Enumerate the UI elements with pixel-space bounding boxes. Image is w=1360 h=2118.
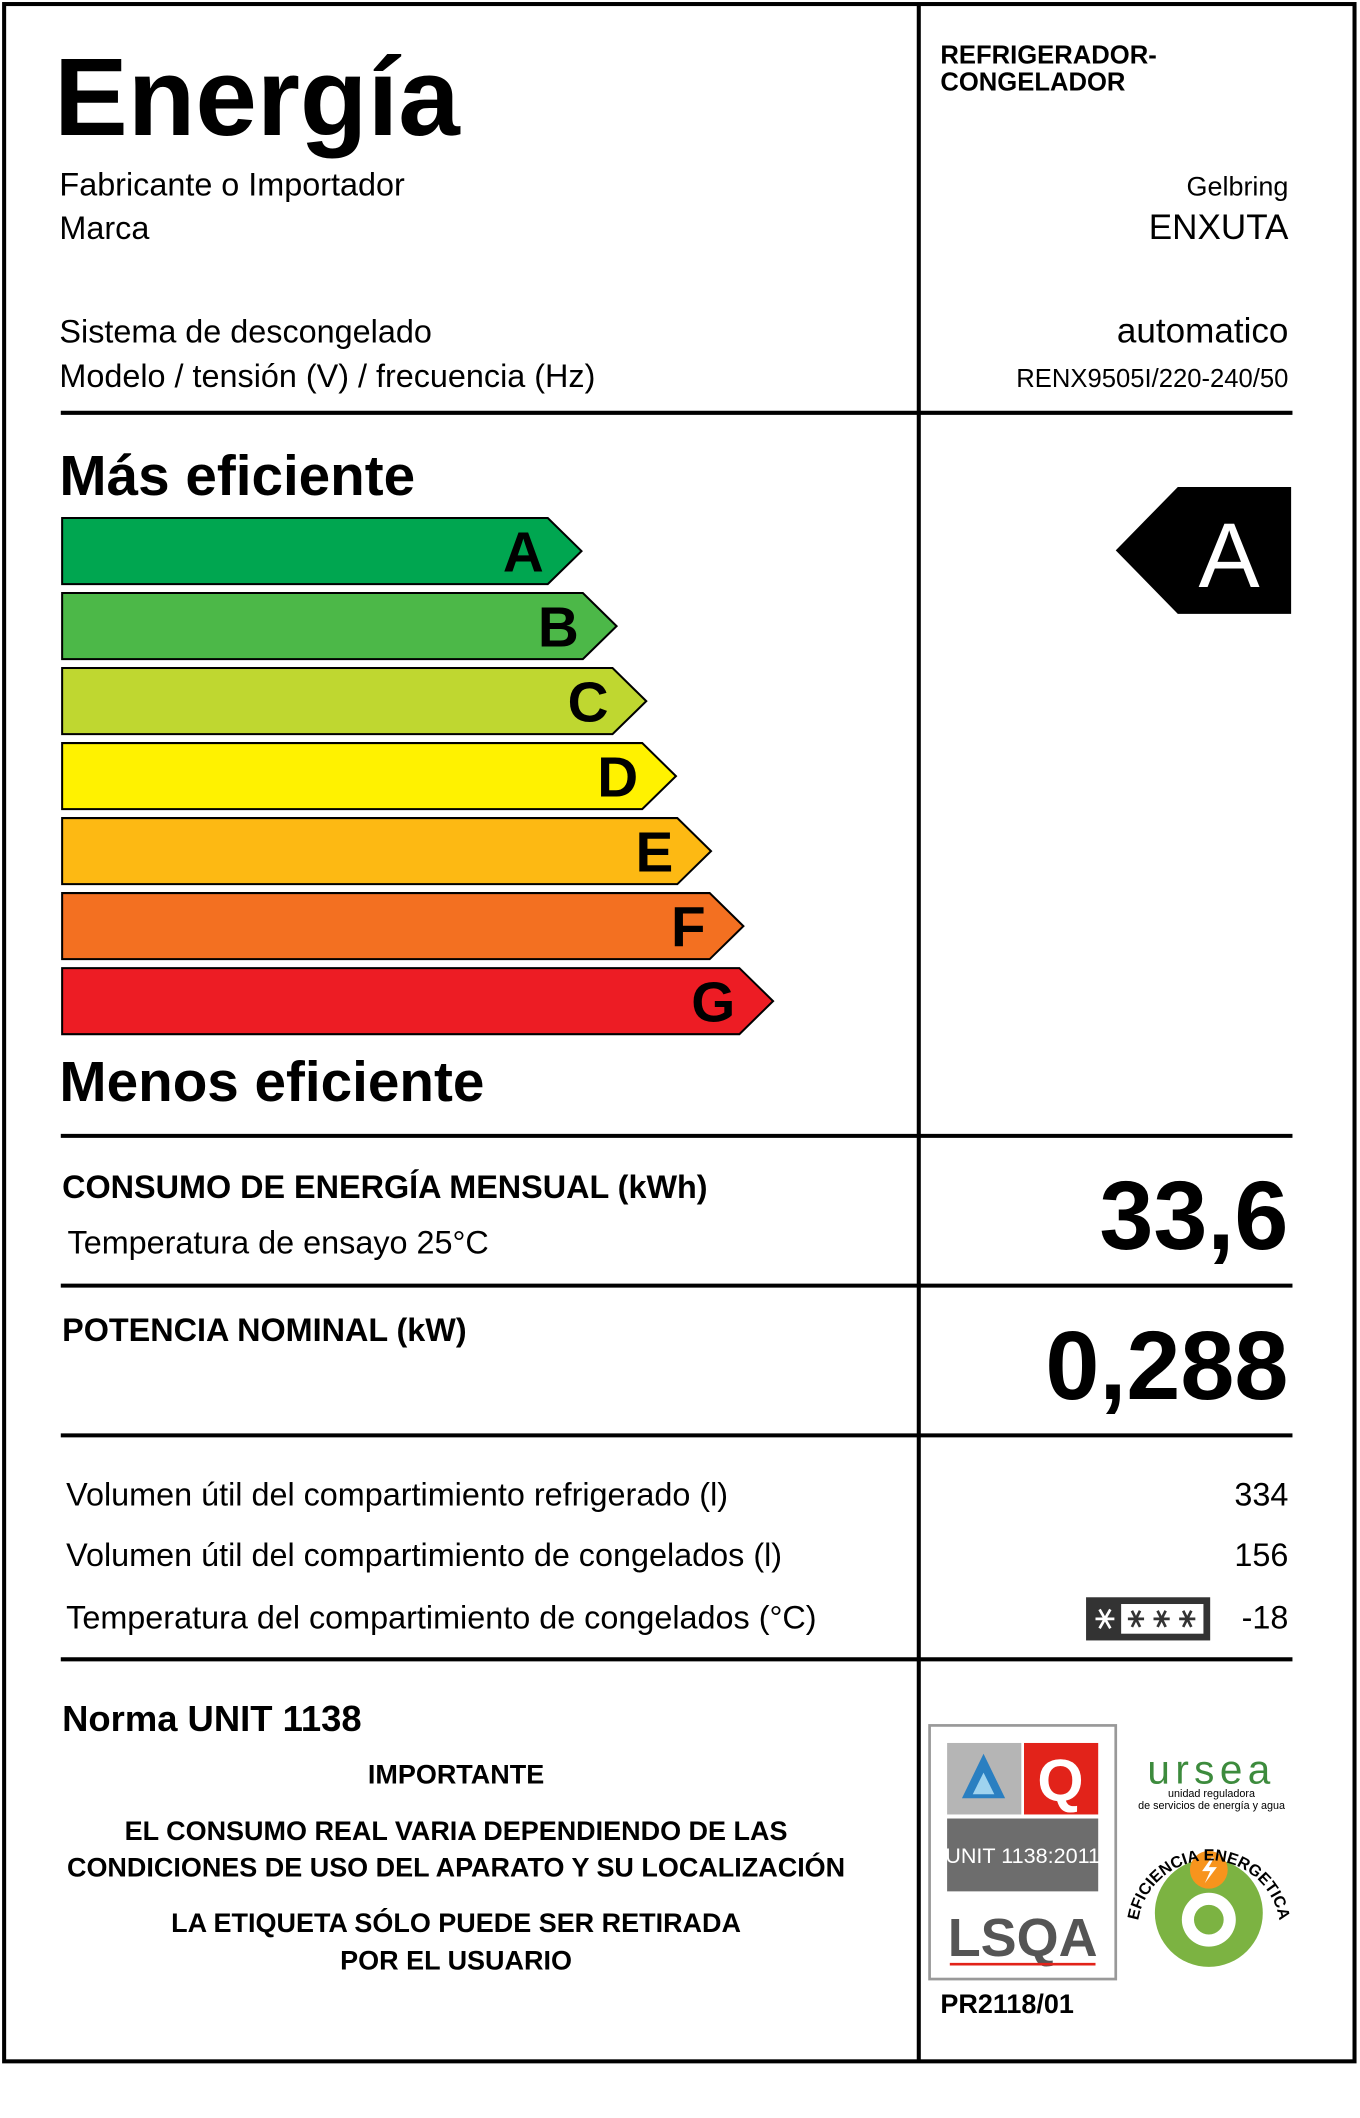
volume-label: Temperatura del compartimiento de congel… [66, 1599, 816, 1635]
important: IMPORTANTE [368, 1759, 544, 1789]
power-label: POTENCIA NOMINAL (kW) [62, 1312, 466, 1348]
info-value: ENXUTA [1149, 208, 1289, 247]
info-value: automatico [1117, 312, 1289, 351]
class-arrow [61, 517, 583, 586]
info-label: Fabricante o Importador [59, 167, 405, 203]
class-letter: D [597, 746, 638, 809]
class-arrow [61, 742, 678, 811]
note: CONDICIONES DE USO DEL APARATO Y SU LOCA… [67, 1852, 845, 1883]
category: CONGELADOR [940, 68, 1125, 96]
cert-code: PR2118/01 [940, 1989, 1073, 2019]
class-letter: B [538, 596, 579, 659]
class-arrow [61, 892, 745, 961]
class-arrow [61, 817, 713, 886]
power-value: 0,288 [1045, 1311, 1288, 1420]
scale-bottom: Menos eficiente [59, 1051, 484, 1114]
lsqa-logo: Q UNIT 1138:2011 LSQA [928, 1724, 1118, 1981]
volume-label: Volumen útil del compartimiento refriger… [66, 1477, 728, 1513]
category: REFRIGERADOR- [940, 41, 1156, 69]
class-arrow [61, 967, 775, 1036]
note: LA ETIQUETA SÓLO PUEDE SER RETIRADA [171, 1907, 741, 1938]
info-label: Modelo / tensión (V) / frecuencia (Hz) [59, 358, 595, 394]
info-label: Marca [59, 210, 149, 246]
consumption-label: CONSUMO DE ENERGÍA MENSUAL (kWh) [62, 1168, 707, 1205]
rating: A [1198, 505, 1259, 607]
consumption-sublabel: Temperatura de ensayo 25°C [68, 1224, 489, 1260]
class-letter: E [635, 821, 673, 884]
consumption-value: 33,6 [1099, 1161, 1288, 1270]
standard: UNIT 1138:2011 [945, 1843, 1100, 1868]
ursea-logo: ursea unidad reguladora de servicios de … [1138, 1746, 1285, 1812]
rating-arrow [1115, 487, 1292, 614]
info-value: RENX9505I/220-240/50 [1016, 365, 1288, 393]
class-letter: A [503, 521, 544, 584]
class-arrow [61, 667, 648, 736]
volume-value: 156 [1234, 1537, 1288, 1573]
class-arrow [61, 592, 619, 661]
agency: ursea [1147, 1746, 1275, 1792]
lab: LSQA [948, 1908, 1098, 1968]
title: Energía [54, 36, 461, 159]
separators [60, 410, 1293, 1662]
scale-top: Más eficiente [59, 445, 415, 508]
class-letter: F [671, 896, 706, 959]
note: EL CONSUMO REAL VARIA DEPENDIENDO DE LAS [125, 1816, 788, 1846]
svg-text:Q: Q [1037, 1747, 1083, 1814]
volume-value: 334 [1234, 1477, 1288, 1513]
note: POR EL USUARIO [340, 1946, 572, 1976]
freezer-stars-icon [1086, 1597, 1211, 1641]
info-label: Sistema de descongelado [59, 314, 431, 350]
agency-subtitle: de servicios de energía y agua [1138, 1800, 1285, 1812]
class-letter: C [568, 671, 609, 734]
agency-subtitle: unidad reguladora [1168, 1788, 1255, 1800]
norm: Norma UNIT 1138 [62, 1698, 361, 1739]
info-value: Gelbring [1186, 172, 1288, 202]
volume-value: -18 [1242, 1599, 1289, 1635]
class-letter: G [691, 971, 735, 1034]
volume-label: Volumen útil del compartimiento de conge… [66, 1537, 782, 1573]
